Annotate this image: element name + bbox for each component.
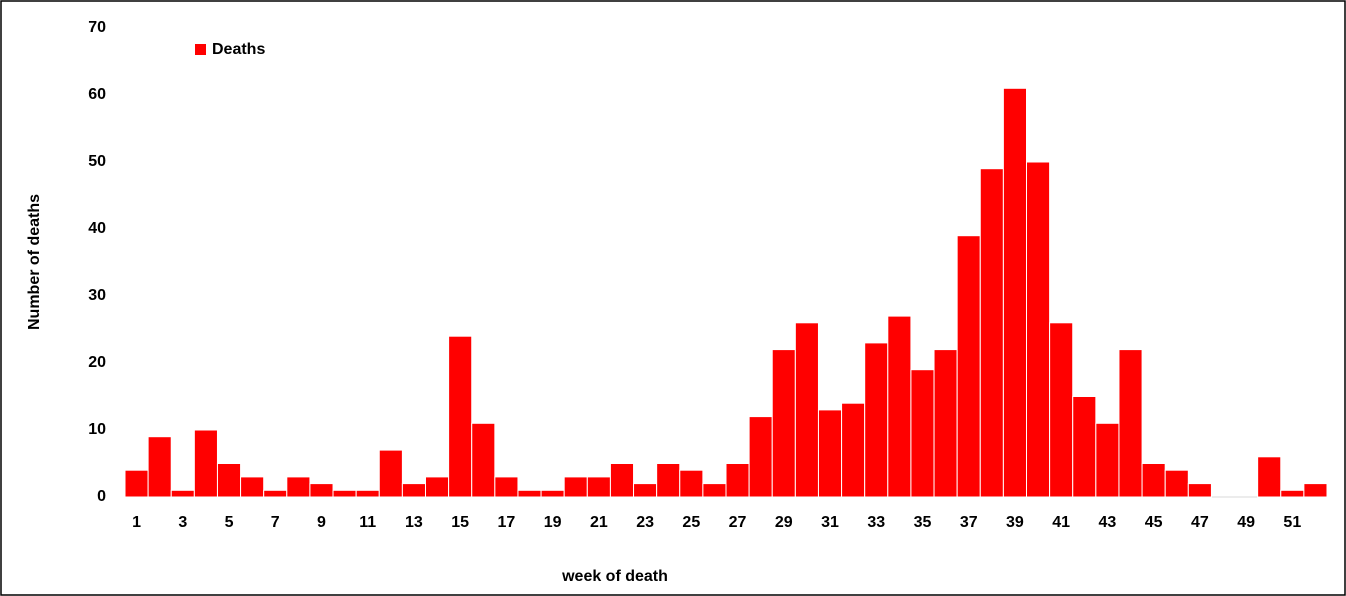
bar	[1187, 483, 1212, 498]
x-tick-label: 27	[729, 514, 747, 531]
x-tick-label: 11	[359, 514, 376, 531]
x-tick-label: 37	[960, 514, 978, 531]
x-tick-label: 29	[775, 514, 793, 531]
x-tick-label: 45	[1145, 514, 1163, 531]
bar	[1118, 349, 1143, 498]
x-tick-label: 7	[271, 514, 280, 531]
bar	[563, 476, 588, 498]
bar	[425, 476, 450, 498]
x-tick-label: 3	[178, 514, 187, 531]
legend-swatch	[195, 44, 206, 55]
x-tick-label: 21	[590, 514, 608, 531]
bar	[864, 342, 889, 498]
x-tick-label: 41	[1052, 514, 1070, 531]
bar	[633, 483, 658, 498]
bar	[609, 463, 635, 498]
bar	[771, 349, 796, 498]
bar	[309, 483, 334, 498]
bar	[1303, 483, 1328, 498]
bar	[263, 489, 288, 498]
bar	[401, 483, 426, 498]
bar	[1257, 456, 1282, 498]
y-axis-title: Number of deaths	[26, 194, 43, 330]
y-tick-label: 30	[88, 287, 106, 304]
x-tick-label: 43	[1099, 514, 1117, 531]
x-tick-label: 13	[405, 514, 423, 531]
x-tick-label: 9	[317, 514, 326, 531]
x-tick-label: 17	[498, 514, 516, 531]
x-tick-label: 31	[821, 514, 839, 531]
x-tick-label: 15	[451, 514, 469, 531]
bar	[817, 409, 843, 498]
bar	[1164, 469, 1189, 498]
bar	[979, 168, 1004, 498]
bar	[216, 463, 242, 498]
x-tick-label: 51	[1283, 514, 1301, 531]
x-tick-label: 33	[867, 514, 885, 531]
legend-label: Deaths	[212, 41, 265, 58]
y-tick-label: 0	[97, 488, 106, 505]
bar	[794, 322, 819, 498]
x-tick-label: 25	[682, 514, 700, 531]
bar	[1141, 463, 1166, 498]
x-tick-label: 19	[544, 514, 562, 531]
bar	[933, 349, 958, 498]
y-tick-label: 40	[88, 220, 106, 237]
bar	[170, 489, 195, 498]
bar	[471, 422, 496, 498]
bar	[586, 476, 611, 498]
bar	[124, 469, 149, 498]
y-tick-label: 50	[88, 153, 106, 170]
y-tick-label: 70	[88, 19, 106, 36]
bar	[540, 489, 565, 498]
bar	[887, 315, 912, 498]
bar	[679, 469, 704, 498]
bar	[240, 476, 265, 498]
bar	[656, 463, 681, 498]
bar	[956, 235, 981, 498]
bar	[355, 489, 380, 498]
bar	[841, 402, 866, 498]
x-tick-label: 5	[225, 514, 234, 531]
bar	[1002, 87, 1028, 498]
y-tick-label: 60	[88, 86, 106, 103]
bar	[193, 429, 218, 498]
bar	[332, 489, 357, 498]
x-tick-label: 47	[1191, 514, 1209, 531]
bar	[1049, 322, 1074, 498]
bar	[448, 335, 473, 498]
bar	[147, 436, 172, 498]
bar	[725, 463, 750, 498]
bar	[517, 489, 542, 498]
x-tick-label: 39	[1006, 514, 1024, 531]
x-tick-label: 23	[636, 514, 654, 531]
bar	[748, 416, 773, 498]
y-tick-label: 20	[88, 354, 106, 371]
bar	[286, 476, 311, 498]
x-tick-label: 1	[132, 514, 141, 531]
bar	[378, 449, 403, 498]
bar	[1026, 161, 1051, 498]
bar	[494, 476, 519, 498]
bar	[1072, 396, 1097, 498]
x-tick-label: 49	[1237, 514, 1255, 531]
y-tick-label: 10	[88, 421, 106, 438]
x-axis-title: week of death	[561, 568, 668, 585]
bar	[1095, 422, 1120, 498]
bar	[702, 483, 727, 498]
bar	[910, 369, 935, 498]
x-tick-label: 35	[914, 514, 932, 531]
bar	[1280, 489, 1305, 498]
